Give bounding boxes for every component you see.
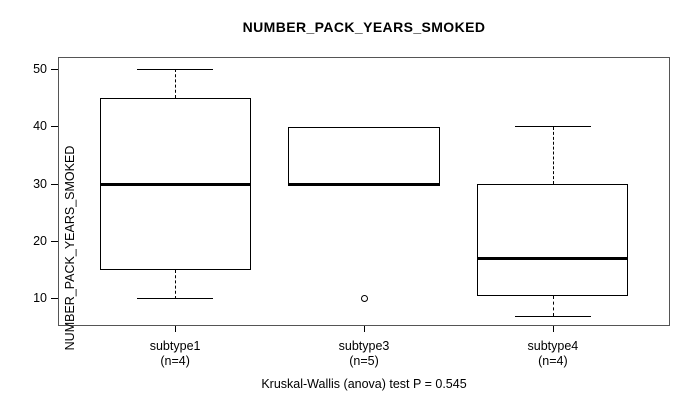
y-tick-label: 50 [33, 61, 47, 76]
chart-title: NUMBER_PACK_YEARS_SMOKED [242, 19, 486, 35]
y-tick-label: 20 [33, 234, 47, 248]
x-tick [552, 326, 554, 332]
category-label: subtype3 [338, 339, 390, 353]
median-line [288, 182, 440, 186]
y-tick [51, 126, 58, 128]
lower-whisker-cap [137, 298, 213, 300]
y-tick [51, 68, 58, 70]
median-line [99, 182, 251, 186]
upper-whisker [552, 126, 554, 185]
lower-whisker [552, 296, 554, 317]
y-axis-title: NUMBER_PACK_YEARS_SMOKED [63, 145, 77, 351]
upper-whisker-cap [515, 126, 591, 128]
x-tick [364, 326, 365, 332]
category-label: subtype4 [527, 339, 579, 353]
x-tick-label: subtype1 (n=4) [105, 339, 245, 369]
upper-whisker-cap [137, 68, 213, 70]
median-line [477, 257, 629, 261]
box [288, 126, 440, 185]
upper-whisker [175, 69, 177, 98]
y-tick-label: 40 [33, 119, 47, 134]
y-tick [51, 298, 58, 300]
y-tick-label: 30 [33, 176, 47, 191]
category-n-label: (n=4) [538, 354, 568, 368]
box [477, 184, 629, 297]
category-n-label: (n=5) [349, 354, 379, 368]
x-tick-label: subtype4 (n=4) [483, 339, 623, 369]
x-tick [175, 326, 177, 332]
x-tick-label: subtype3 (n=5) [294, 339, 434, 369]
y-tick [51, 183, 58, 185]
category-label: subtype1 [149, 339, 201, 353]
stat-test-annotation: Kruskal-Wallis (anova) test P = 0.545 [261, 377, 467, 391]
lower-whisker-cap [515, 315, 591, 317]
category-n-label: (n=4) [160, 354, 190, 368]
y-tick [51, 241, 58, 242]
lower-whisker [175, 270, 177, 299]
outlier-point [360, 295, 368, 303]
y-tick-label: 10 [33, 291, 47, 306]
plot-layer: NUMBER_PACK_YEARS_SMOKED 10 20 30 40 50 subty… [33, 57, 670, 368]
